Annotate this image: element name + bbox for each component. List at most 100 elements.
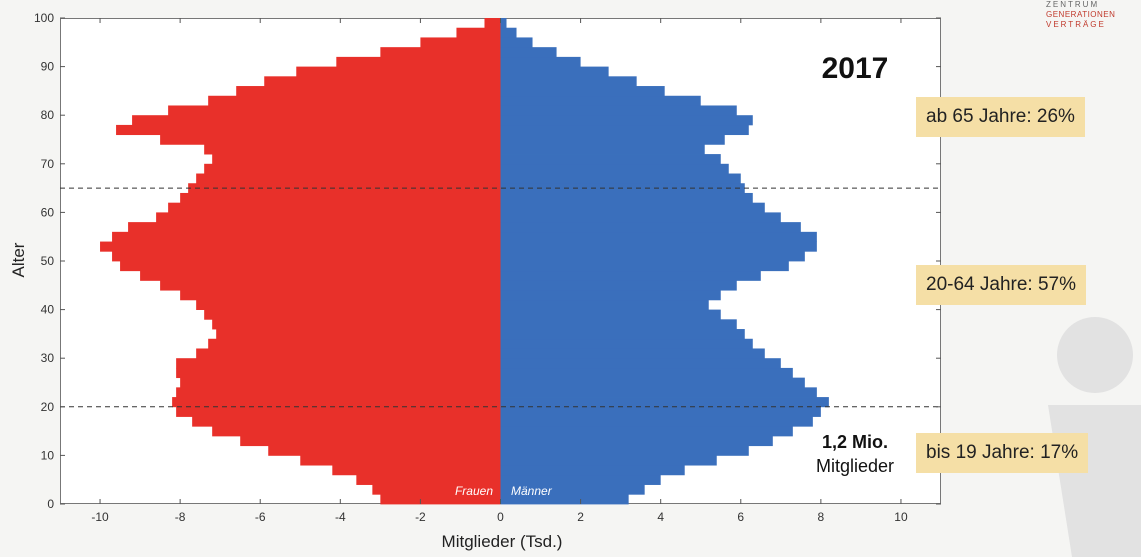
y-tick-label: 10 [41, 448, 55, 462]
y-tick-label: 100 [34, 11, 54, 25]
bar-frauen-age-92 [380, 47, 501, 58]
bar-maenner-age-80 [500, 105, 737, 116]
x-tick-label: 2 [577, 510, 584, 524]
bar-maenner-age-38 [500, 309, 721, 320]
bar-frauen-age-62 [180, 192, 501, 204]
bar-maenner-age-90 [500, 56, 581, 67]
x-tick-label: 6 [737, 510, 744, 524]
bar-frauen-age-42 [180, 290, 501, 301]
bar-frauen-age-98 [484, 18, 501, 29]
bars-group [100, 18, 829, 505]
bar-frauen-age-22 [176, 387, 501, 398]
bar-maenner-age-26 [500, 367, 793, 379]
bar-frauen-age-12 [240, 435, 501, 447]
bar-maenner-age-88 [500, 66, 609, 77]
bar-maenner-age-98 [500, 18, 507, 29]
bar-frauen-age-94 [420, 37, 501, 48]
bar-frauen-age-80 [168, 105, 501, 116]
bar-maenner-age-72 [500, 144, 705, 155]
bar-maenner-age-84 [500, 86, 665, 97]
bar-maenner-age-66 [500, 173, 741, 184]
bar-maenner-age-40 [500, 299, 709, 310]
bar-maenner-age-54 [500, 231, 817, 242]
bar-maenner-age-92 [500, 47, 557, 58]
x-tick-label: -4 [335, 510, 346, 524]
bar-maenner-age-94 [500, 37, 533, 48]
bar-maenner-age-68 [500, 163, 729, 174]
x-tick-label: 4 [657, 510, 664, 524]
bar-maenner-age-0 [500, 494, 629, 505]
bar-maenner-age-50 [500, 251, 805, 262]
bar-maenner-age-48 [500, 261, 789, 272]
bar-frauen-age-48 [120, 261, 501, 272]
bar-frauen-age-68 [204, 163, 501, 174]
bar-maenner-age-18 [500, 406, 821, 417]
bar-maenner-age-60 [500, 202, 765, 213]
bar-frauen-age-2 [372, 484, 501, 495]
bar-maenner-age-52 [500, 241, 817, 252]
bar-maenner-age-36 [500, 319, 737, 330]
bar-frauen-age-40 [196, 299, 501, 310]
bar-frauen-age-34 [216, 329, 501, 340]
bar-frauen-age-10 [268, 445, 501, 456]
bar-frauen-age-6 [332, 465, 501, 476]
bar-maenner-age-10 [500, 445, 749, 456]
y-axis-ticks: 0 10 20 30 40 50 60 70 80 90 100 [34, 11, 941, 511]
bar-maenner-age-8 [500, 455, 717, 466]
bar-maenner-age-30 [500, 348, 765, 359]
bar-maenner-age-28 [500, 358, 781, 369]
bar-maenner-age-20 [500, 397, 829, 408]
y-axis-label: Alter [9, 242, 28, 277]
legend-maenner: Männer [511, 484, 553, 498]
bar-frauen-age-86 [264, 76, 501, 87]
bar-maenner-age-96 [500, 27, 517, 38]
logo-zentrum-generationenvertraege: ZENTRUM GENERATIONEN VERTRÄGE [1046, 0, 1141, 34]
bar-maenner-age-74 [500, 134, 725, 145]
x-axis-label: Mitglieder (Tsd.) [442, 532, 563, 551]
bar-frauen-age-46 [140, 270, 501, 281]
bar-maenner-age-32 [500, 338, 753, 349]
bar-frauen-age-24 [180, 377, 501, 388]
bar-frauen-age-20 [172, 397, 501, 408]
total-members-value: 1,2 Mio. [822, 432, 888, 452]
bar-frauen-age-52 [100, 241, 501, 252]
bar-maenner-age-46 [500, 270, 761, 281]
bar-frauen-age-30 [196, 348, 501, 359]
bar-maenner-age-62 [500, 192, 753, 204]
bar-frauen-age-64 [188, 183, 501, 194]
bar-frauen-age-44 [160, 280, 501, 291]
bar-frauen-age-4 [356, 474, 501, 485]
bar-maenner-age-70 [500, 154, 721, 165]
bar-frauen-age-50 [112, 251, 501, 262]
logo-line-3: VERTRÄGE [1046, 20, 1106, 29]
y-tick-label: 80 [41, 108, 55, 122]
bar-frauen-age-26 [176, 367, 501, 379]
y-tick-label: 90 [41, 60, 55, 74]
bar-frauen-age-18 [176, 406, 501, 417]
bar-frauen-age-88 [296, 66, 501, 77]
bar-maenner-age-22 [500, 387, 817, 398]
y-tick-label: 30 [41, 351, 55, 365]
bar-frauen-age-28 [176, 358, 501, 369]
x-tick-label: -8 [175, 510, 186, 524]
bar-frauen-age-54 [112, 231, 501, 242]
bar-frauen-age-70 [212, 154, 501, 165]
logo-line-1: ZENTRUM [1046, 0, 1100, 9]
bar-maenner-age-86 [500, 76, 637, 87]
bar-maenner-age-56 [500, 222, 801, 233]
x-tick-label: -6 [255, 510, 266, 524]
logo-line-2: GENERATIONEN [1046, 10, 1116, 19]
total-members-label: Mitglieder [816, 456, 894, 476]
bar-frauen-age-16 [192, 416, 501, 427]
x-tick-label: 10 [894, 510, 908, 524]
bar-frauen-age-82 [208, 95, 501, 106]
bar-frauen-age-60 [168, 202, 501, 213]
bar-frauen-age-56 [128, 222, 501, 233]
bar-frauen-age-58 [156, 212, 501, 223]
x-axis-ticks: -10 -8 -6 -4 -2 0 2 4 6 8 10 [91, 18, 908, 524]
x-tick-label: 8 [818, 510, 825, 524]
bar-frauen-age-0 [380, 494, 501, 505]
bar-frauen-age-76 [116, 124, 501, 136]
bar-maenner-age-16 [500, 416, 813, 427]
bar-frauen-age-8 [300, 455, 501, 466]
